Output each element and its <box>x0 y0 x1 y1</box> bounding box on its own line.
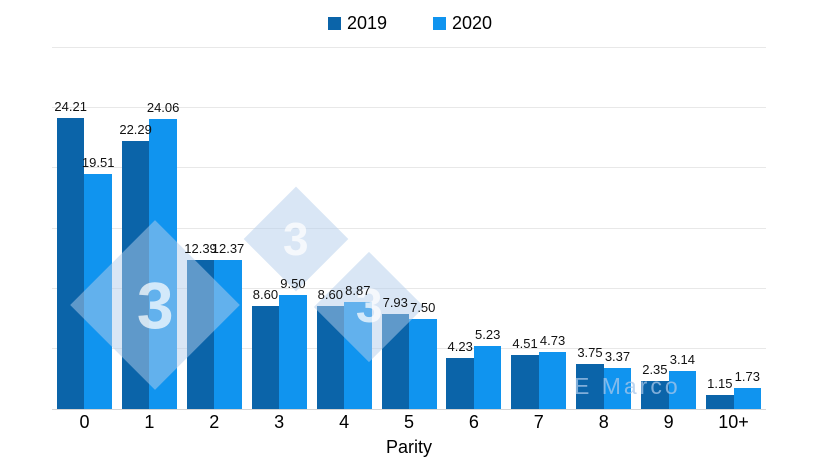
bar-2020-parity-9 <box>668 371 697 409</box>
legend-item-2019: 2019 <box>327 13 387 34</box>
bar-2020-parity-10+ <box>733 388 762 409</box>
bar-2020-parity-3 <box>279 294 307 409</box>
bar-value-label: 19.51 <box>81 155 115 171</box>
x-tick-3: 3 <box>274 412 285 432</box>
bar-value-label: 7.50 <box>410 299 436 315</box>
bar-2020-parity-4 <box>344 302 372 409</box>
bar-value-label: 2.35 <box>642 361 668 377</box>
bar-2019-parity-4 <box>316 305 345 409</box>
bar-value-label: 8.60 <box>317 286 343 302</box>
plot-area: 24.21 22.29 12.39 8.60 8.60 7.93 4.23 4.51 3.75 2… <box>52 47 766 410</box>
bar-2019-parity-0 <box>56 117 85 409</box>
bar-value-label: 8.60 <box>252 286 279 302</box>
x-axis-title: Parity <box>385 437 432 457</box>
bar-2020-parity-0 <box>84 174 112 409</box>
x-tick-8: 8 <box>598 412 609 432</box>
bar-value-label: 4.23 <box>447 339 473 355</box>
bar-2019-parity-1 <box>121 140 150 409</box>
bar-2020-parity-7 <box>538 352 567 409</box>
bar-2019-parity-8 <box>576 363 604 409</box>
bar-value-label: 5.23 <box>475 327 501 343</box>
gridline <box>52 227 766 229</box>
bar-value-label: 24.21 <box>54 98 87 114</box>
bar-value-label: 12.37 <box>211 241 245 257</box>
legend-swatch-2020 <box>433 17 446 30</box>
x-tick-10+: 10+ <box>718 412 749 432</box>
bar-2020-parity-2 <box>214 260 242 409</box>
bar-value-label: 3.14 <box>669 352 696 368</box>
bar-value-label: 1.73 <box>734 369 760 385</box>
bar-2019-parity-7 <box>511 354 539 409</box>
bar-value-label: 4.73 <box>539 333 566 349</box>
bar-value-label: 22.29 <box>119 121 152 137</box>
bar-2019-parity-6 <box>446 358 474 409</box>
bar-value-label: 3.75 <box>577 344 603 360</box>
gridline <box>52 167 766 169</box>
x-tick-2: 2 <box>209 412 220 432</box>
bar-2019-parity-9 <box>641 380 669 409</box>
legend-swatch-2019 <box>327 17 341 30</box>
bar-2019-parity-2 <box>186 259 215 409</box>
bar-2020-parity-6 <box>473 346 502 409</box>
legend-item-2020: 2020 <box>433 13 492 34</box>
x-tick-4: 4 <box>339 412 350 432</box>
bar-2020-parity-1 <box>149 119 177 409</box>
bar-value-label: 24.06 <box>146 100 180 116</box>
x-tick-9: 9 <box>663 412 674 432</box>
x-tick-7: 7 <box>533 412 544 432</box>
bar-2019-parity-10+ <box>706 395 734 409</box>
legend-label: 2019 <box>346 13 387 33</box>
bar-2020-parity-5 <box>409 318 437 409</box>
bar-2019-parity-3 <box>251 305 280 409</box>
x-tick-1: 1 <box>144 412 155 432</box>
bar-value-label: 3.37 <box>604 349 631 365</box>
legend-label: 2020 <box>452 13 493 33</box>
bar-value-label: 1.15 <box>707 376 733 392</box>
bar-value-label: 4.51 <box>512 335 538 351</box>
bar-2020-parity-8 <box>603 368 632 409</box>
gridline <box>52 107 766 109</box>
bar-2019-parity-5 <box>381 313 409 409</box>
x-tick-0: 0 <box>79 412 90 432</box>
chart-legend: 2019 2020 <box>0 13 820 34</box>
bar-value-label: 7.93 <box>382 294 408 310</box>
bar-value-label: 8.87 <box>345 283 371 299</box>
x-tick-5: 5 <box>403 412 415 432</box>
x-tick-6: 6 <box>468 412 479 432</box>
bar-value-label: 9.50 <box>280 275 306 291</box>
